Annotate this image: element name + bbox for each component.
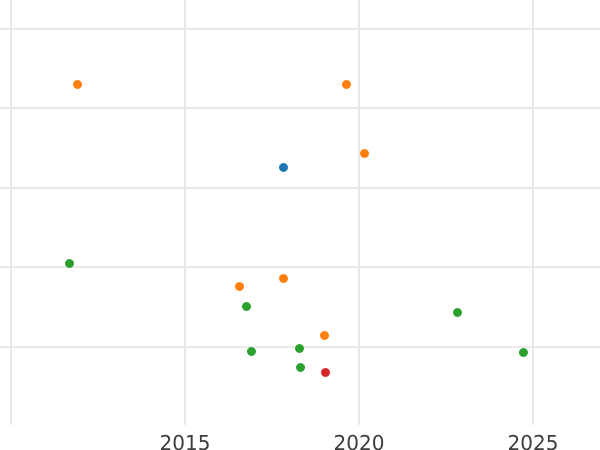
x-tick-label-2020: 2020 [333,431,385,450]
data-point-orange [360,148,370,158]
x-tick-label-2015: 2015 [159,431,211,450]
data-point-green [242,302,252,312]
vertical-gridline [358,0,360,425]
data-point-green [296,363,306,373]
vertical-gridline [532,0,534,425]
horizontal-gridline [0,186,600,189]
horizontal-gridline [0,107,600,109]
data-point-green [453,307,463,317]
vertical-gridline [10,0,12,425]
vertical-gridline [184,0,186,425]
x-tick-label-2025: 2025 [507,431,559,450]
data-point-orange [278,274,288,284]
data-point-blue [278,163,288,173]
data-point-orange [320,330,330,340]
horizontal-gridline [0,266,600,268]
data-point-orange [341,80,351,90]
data-point-orange [235,281,245,291]
data-point-green [246,346,256,356]
data-point-green [294,343,304,353]
horizontal-gridline [0,27,600,30]
data-point-green [64,259,74,269]
data-point-orange [72,80,82,90]
data-point-green [519,348,529,358]
data-point-red [321,368,331,378]
